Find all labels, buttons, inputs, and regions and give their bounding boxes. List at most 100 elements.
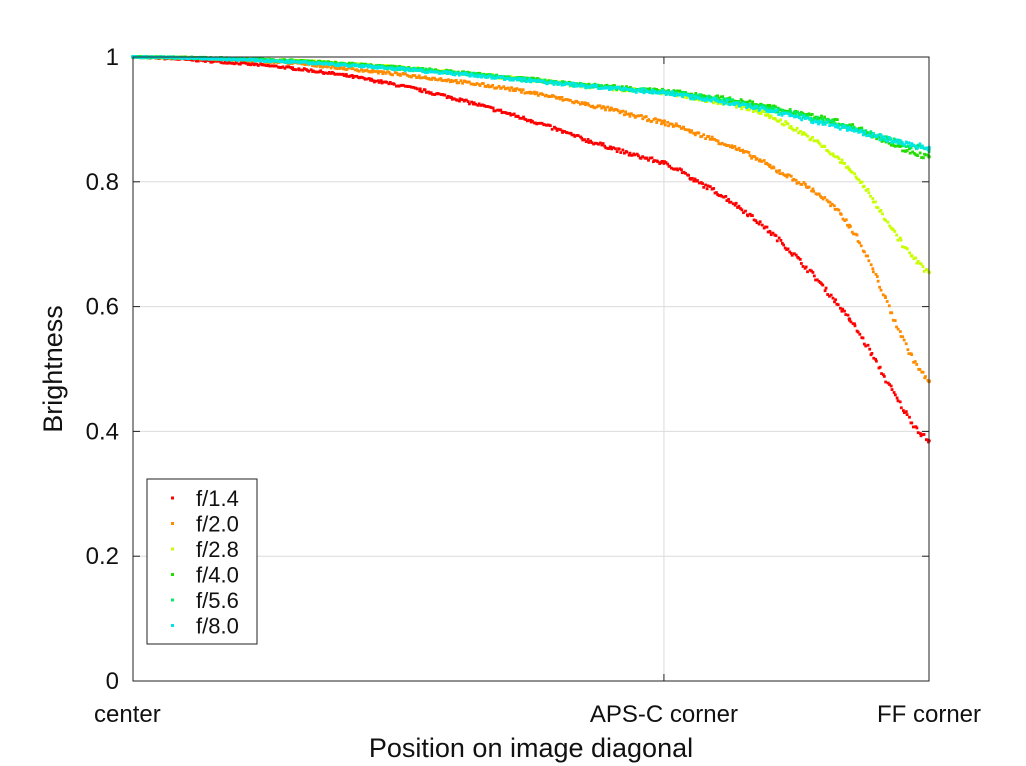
data-point: [481, 82, 485, 85]
data-point: [758, 158, 762, 162]
data-point: [584, 84, 588, 87]
data-point: [702, 94, 706, 98]
data-point: [433, 93, 437, 96]
data-point: [555, 96, 559, 100]
data-point: [640, 114, 643, 117]
data-point: [786, 122, 790, 126]
data-point: [682, 170, 686, 174]
data-point: [142, 54, 146, 58]
data-point: [384, 71, 388, 75]
data-point: [650, 88, 654, 92]
legend-marker: [171, 522, 174, 525]
data-point: [595, 142, 599, 145]
data-point: [683, 128, 687, 131]
data-point: [797, 131, 800, 135]
data-point: [575, 84, 578, 88]
data-point: [251, 62, 254, 65]
data-point: [333, 63, 337, 67]
data-point: [476, 75, 480, 79]
data-point: [889, 384, 893, 388]
data-point: [454, 79, 458, 82]
data-point: [822, 120, 825, 123]
data-point: [358, 63, 362, 67]
data-point: [281, 60, 284, 64]
data-point: [697, 131, 701, 135]
data-point: [815, 278, 819, 282]
data-point: [345, 67, 349, 71]
data-point: [879, 208, 883, 212]
data-point: [798, 257, 802, 261]
data-point: [814, 117, 818, 121]
data-point: [452, 71, 456, 75]
data-point: [855, 128, 859, 132]
series-layer: [131, 54, 931, 444]
data-point: [392, 82, 396, 86]
data-point: [351, 67, 355, 71]
data-point: [557, 96, 561, 99]
data-point: [869, 130, 873, 134]
data-point: [725, 98, 729, 102]
data-point: [390, 82, 394, 86]
data-point: [314, 70, 318, 74]
data-point: [583, 138, 586, 141]
data-point: [756, 110, 760, 114]
data-point: [913, 144, 917, 148]
data-point: [377, 71, 380, 75]
data-point: [229, 61, 233, 65]
data-point: [766, 103, 770, 107]
data-point: [792, 110, 796, 114]
data-point: [714, 99, 718, 102]
data-point: [853, 129, 856, 133]
data-point: [844, 166, 848, 169]
data-point: [615, 88, 619, 91]
data-point: [618, 86, 621, 90]
data-point: [650, 119, 654, 123]
data-point: [911, 425, 915, 429]
data-point: [647, 158, 650, 162]
data-point: [871, 200, 875, 204]
data-point: [421, 69, 425, 73]
data-point: [434, 70, 437, 74]
data-point: [344, 73, 348, 76]
data-point: [867, 133, 871, 137]
data-point: [811, 271, 815, 274]
data-point: [387, 70, 391, 74]
data-point: [279, 66, 283, 69]
data-point: [838, 161, 842, 164]
data-point: [748, 99, 752, 103]
data-point: [717, 100, 721, 104]
data-point: [425, 68, 429, 72]
data-point: [723, 98, 727, 102]
data-point: [584, 103, 588, 107]
data-point: [253, 57, 257, 61]
data-point: [880, 139, 884, 143]
data-point: [639, 90, 643, 94]
data-point: [396, 68, 400, 71]
data-point: [697, 97, 701, 100]
data-point: [768, 114, 772, 119]
data-point: [463, 80, 467, 83]
data-point: [351, 63, 355, 67]
data-point: [876, 279, 880, 283]
data-point: [604, 85, 607, 89]
data-point: [514, 115, 518, 118]
data-point: [594, 141, 597, 145]
data-point: [625, 85, 628, 89]
data-point: [768, 164, 772, 168]
data-point: [492, 74, 496, 78]
series-f-8-0: [131, 54, 931, 152]
data-point: [835, 123, 839, 127]
data-point: [833, 300, 836, 304]
data-point: [232, 62, 236, 66]
data-point: [751, 100, 755, 104]
data-point: [786, 173, 789, 177]
data-point: [256, 59, 260, 63]
data-point: [830, 202, 834, 206]
data-point: [867, 191, 871, 195]
data-point: [656, 160, 660, 164]
data-point: [886, 140, 890, 143]
data-point: [782, 123, 786, 127]
data-point: [535, 122, 539, 126]
data-point: [775, 239, 779, 243]
data-point: [581, 102, 585, 106]
